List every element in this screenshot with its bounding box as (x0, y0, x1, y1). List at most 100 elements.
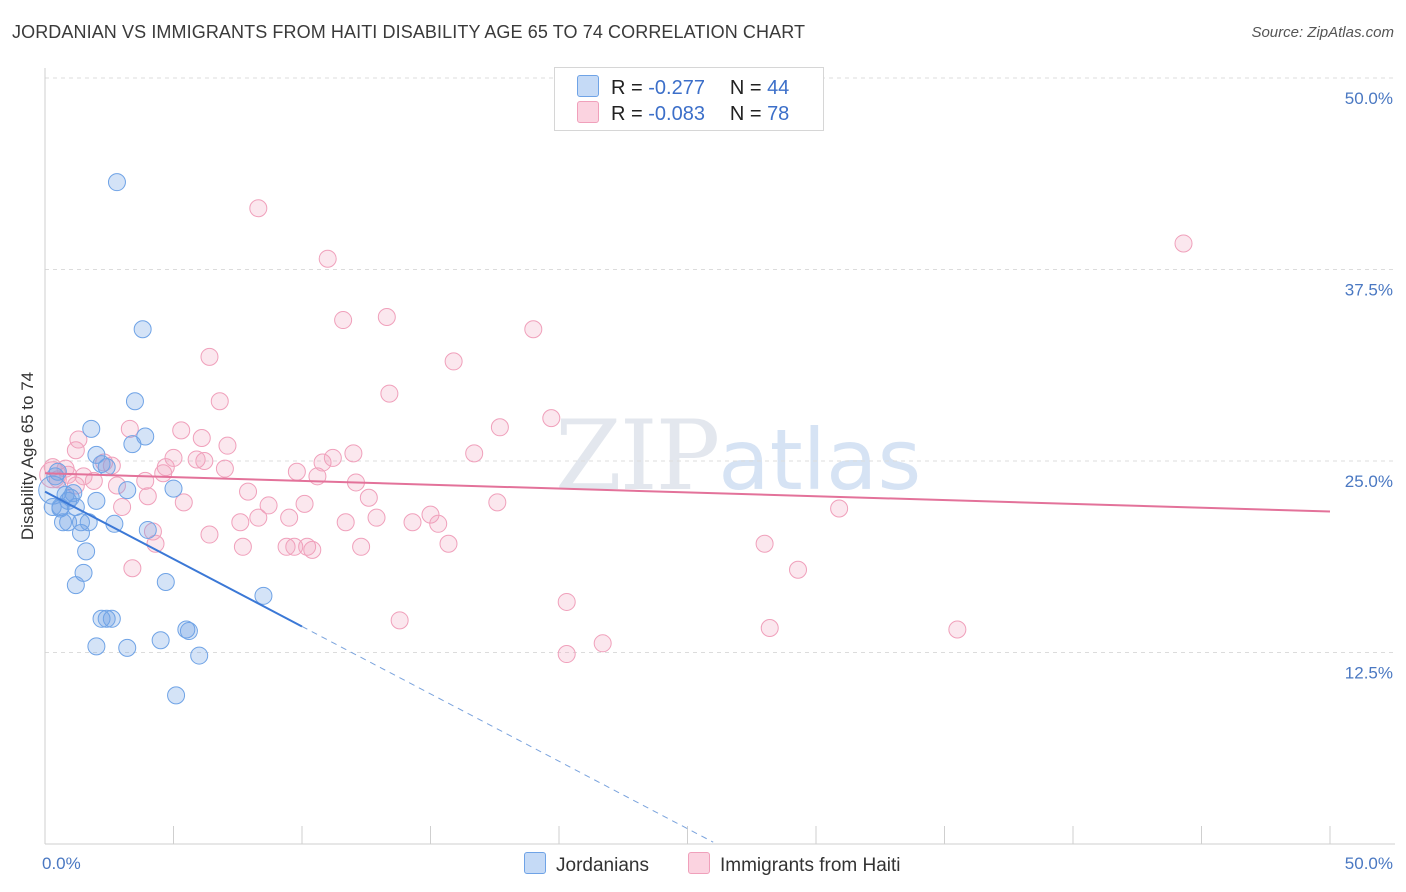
x-tick-label: 50.0% (1345, 854, 1393, 873)
haiti-point (789, 560, 808, 579)
jordanian-point (254, 586, 273, 605)
haiti-point (1174, 234, 1193, 253)
legend-n-label: N = (729, 103, 762, 125)
haiti-point (200, 347, 219, 366)
haiti-point (187, 450, 206, 469)
haiti-point (138, 487, 157, 506)
jordanian-point (48, 462, 67, 481)
haiti-point (557, 645, 576, 664)
haiti-point (490, 418, 509, 437)
y-tick-label: 25.0% (1345, 472, 1393, 491)
bottom-legend-swatch-jordanians (524, 852, 546, 874)
jordanian-point (133, 320, 152, 339)
jordanian-point (92, 609, 111, 628)
haiti-point (429, 514, 448, 533)
haiti-point (249, 508, 268, 527)
grid-lines (45, 77, 1395, 653)
bottom-legend-haiti: Immigrants from Haiti (688, 852, 901, 877)
haiti-point (154, 464, 173, 483)
haiti-point (69, 430, 88, 449)
haiti-point (172, 421, 191, 440)
legend-r-value: -0.083 (648, 103, 705, 125)
jordanian-point (64, 484, 83, 503)
haiti-point (107, 476, 126, 495)
legend-r-value: -0.277 (648, 77, 705, 99)
jordanian-point (87, 445, 106, 464)
y-tick-label: 12.5% (1345, 664, 1393, 683)
jordanian-point (87, 491, 106, 510)
haiti-point (192, 429, 211, 448)
jordanian-point (97, 609, 116, 628)
haiti-point (336, 513, 355, 532)
legend-swatch-jordanians (577, 75, 599, 97)
haiti-point (113, 497, 132, 516)
haiti-point (123, 559, 142, 578)
haiti-point (120, 419, 139, 438)
jordanian-point (138, 520, 157, 539)
axes (44, 68, 1395, 845)
haiti-point (524, 320, 543, 339)
haiti-point (367, 508, 386, 527)
jordanian-point (71, 513, 90, 532)
haiti-point (439, 534, 458, 553)
chart-source: Source: ZipAtlas.com (1251, 24, 1394, 41)
correlation-legend: R = -0.277 N = 44 R = -0.083 N = 78 (554, 67, 824, 131)
jordanian-trend-extension (301, 626, 714, 843)
jordanian-point (164, 479, 183, 498)
haiti-point (313, 453, 332, 472)
legend-n-value: 78 (767, 103, 790, 125)
haiti-point (218, 436, 237, 455)
bottom-legend-label-haiti: Immigrants from Haiti (720, 855, 901, 876)
jordanian-point (82, 419, 101, 438)
legend-row-jordanians: R = -0.277 N = 44 (577, 75, 789, 99)
haiti-point (200, 525, 219, 544)
haiti-point (403, 513, 422, 532)
x-tick-label: 0.0% (42, 854, 81, 873)
haiti-point (334, 311, 353, 330)
haiti-point (760, 618, 779, 637)
legend-row-haiti: R = -0.083 N = 78 (577, 101, 789, 125)
jordanian-point (71, 524, 90, 543)
trend-lines (44, 472, 1331, 843)
haiti-point (259, 496, 278, 515)
haiti-point (233, 537, 252, 556)
haiti-point (48, 470, 67, 489)
jordanian-point (46, 467, 65, 486)
jordanian-point (43, 497, 62, 516)
jordanian-point (59, 513, 78, 532)
y-tick-label: 37.5% (1345, 281, 1393, 300)
jordanian-points (38, 173, 273, 705)
haiti-point (830, 499, 849, 518)
jordanian-point (97, 458, 116, 477)
haiti-point (303, 540, 322, 559)
haiti-point (231, 513, 250, 532)
haiti-point (66, 441, 85, 460)
jordanian-point (92, 455, 111, 474)
haiti-trend-line (44, 472, 1331, 513)
jordanian-point (87, 637, 106, 656)
jordanian-point (125, 392, 144, 411)
haiti-point (215, 459, 234, 478)
haiti-point (488, 493, 507, 512)
jordanian-point (66, 576, 85, 595)
jordanian-point (77, 542, 96, 561)
haiti-point (239, 482, 258, 501)
haiti-point (352, 537, 371, 556)
haiti-point (174, 493, 193, 512)
haiti-point (948, 620, 967, 639)
haiti-point (323, 448, 342, 467)
haiti-point (249, 199, 268, 218)
haiti-point (465, 444, 484, 463)
jordanian-trend-line (44, 490, 303, 628)
jordanian-point (118, 481, 137, 500)
haiti-point (295, 494, 314, 513)
haiti-point (210, 392, 229, 411)
haiti-point (380, 384, 399, 403)
bottom-legend-label-jordanians: Jordanians (556, 855, 649, 876)
jordanian-point (107, 173, 126, 192)
haiti-point (390, 611, 409, 630)
legend-swatch-haiti (577, 101, 599, 123)
haiti-point (74, 467, 93, 486)
legend-n-label: N = (729, 77, 762, 99)
